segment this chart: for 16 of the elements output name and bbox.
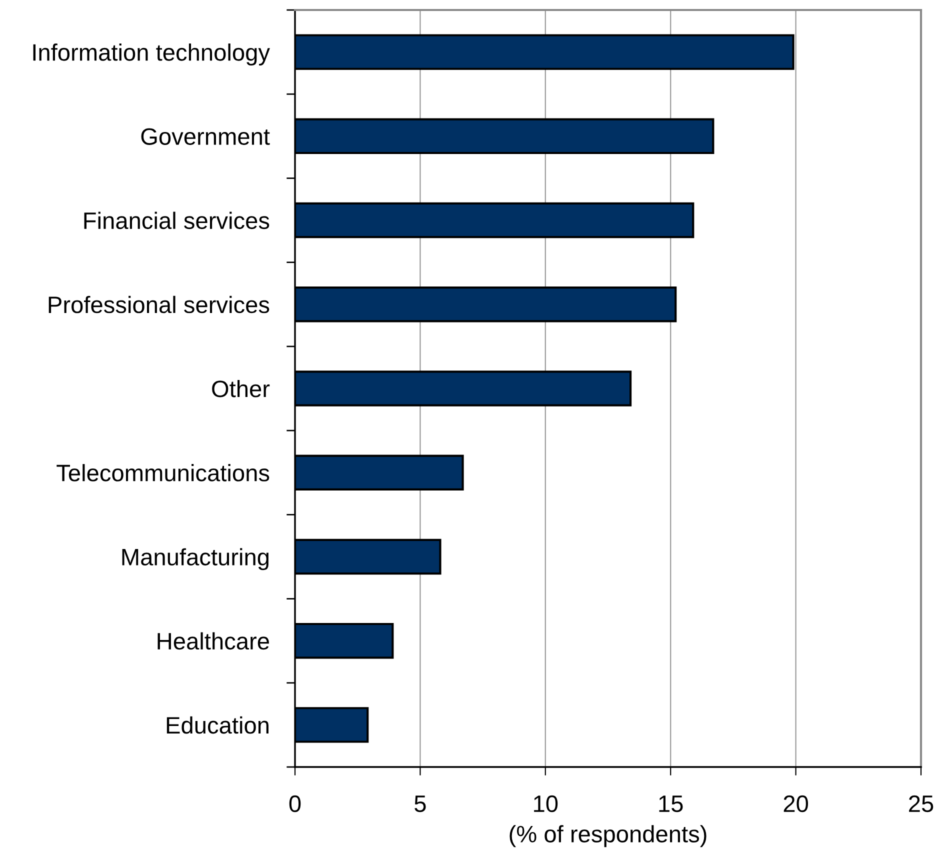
y-tick-label: Manufacturing xyxy=(122,548,268,570)
x-tick-label: 25 xyxy=(909,795,934,812)
x-tick-label: 0 xyxy=(289,795,301,812)
x-axis-title: (% of respondents) xyxy=(510,825,706,848)
y-tick-label: Telecommunications xyxy=(56,464,270,482)
x-tick-label: 5 xyxy=(414,796,426,812)
y-tick-label: Government xyxy=(141,128,270,145)
y-tick-label: Professional services xyxy=(48,296,270,314)
y-tick-label: Information technology xyxy=(33,44,270,66)
x-tick-label: 20 xyxy=(784,795,808,812)
x-tick-label: 10 xyxy=(534,795,558,812)
y-tick-label: Other xyxy=(212,380,270,398)
y-tick-label: Education xyxy=(166,716,268,734)
y-tick-label: Financial services xyxy=(84,212,270,230)
y-tick-label: Healthcare xyxy=(158,632,269,650)
x-tick-label: 15 xyxy=(659,796,683,812)
